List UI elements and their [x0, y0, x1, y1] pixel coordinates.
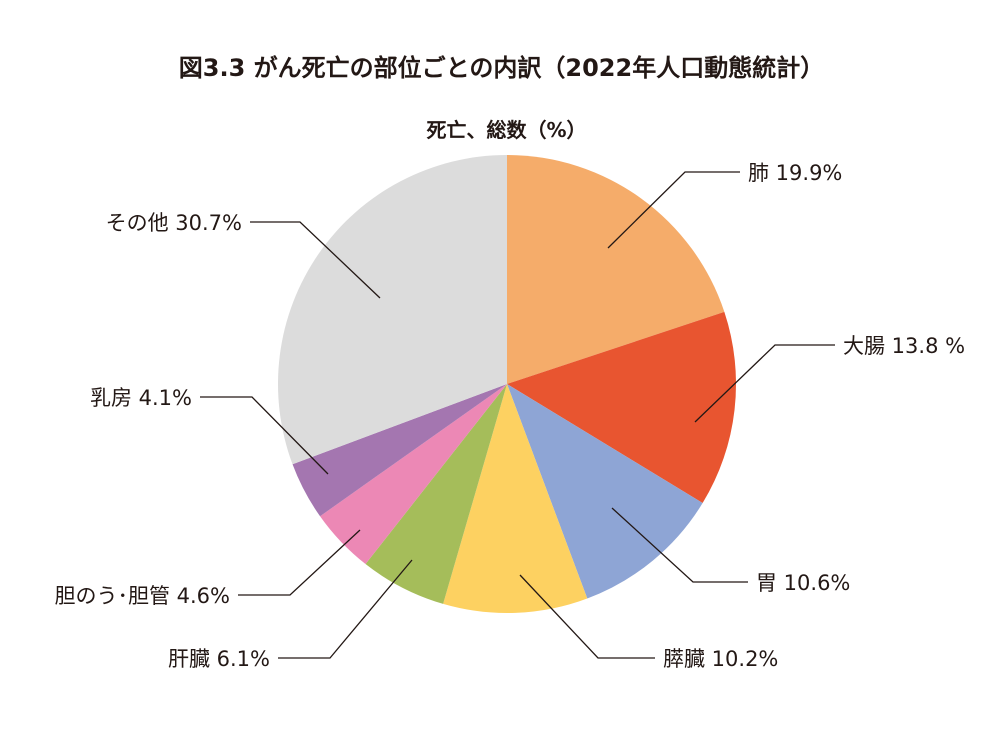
slice-label-6: 胆のう･胆管 4.6%	[54, 584, 230, 608]
slice-label-8: その他 30.7%	[106, 211, 242, 235]
leader-line-7	[200, 396, 329, 475]
pie-slice-5	[365, 384, 507, 604]
pie-slice-8	[278, 155, 507, 465]
slice-label-7: 乳房 4.1%	[90, 386, 192, 410]
chart-subtitle: 死亡、総数（%）	[426, 118, 587, 142]
slice-label-5: 肝臓 6.1%	[168, 647, 270, 671]
pie-slice-2	[507, 311, 736, 504]
slice-label-4: 膵臓 10.2%	[663, 647, 778, 671]
chart-title: 図3.3 がん死亡の部位ごとの内訳（2022年人口動態統計）	[178, 54, 825, 82]
pie-slice-6	[320, 384, 507, 565]
leader-line-2	[694, 344, 835, 423]
leader-line-1	[607, 171, 740, 249]
leader-line-5	[278, 559, 413, 659]
pie-slices	[278, 155, 736, 614]
pie-slice-3	[507, 384, 703, 599]
leader-line-4	[519, 574, 655, 659]
slice-label-2: 大腸 13.8 %	[843, 334, 965, 358]
slice-label-1: 肺 19.9%	[748, 161, 842, 185]
pie-slice-7	[292, 384, 507, 517]
pie-slice-1	[507, 155, 725, 384]
pie-slice-4	[443, 384, 588, 614]
leader-line-3	[611, 507, 748, 583]
leader-line-6	[238, 529, 361, 596]
slice-label-3: 胃 10.6%	[756, 571, 850, 595]
leader-line-8	[250, 221, 381, 299]
